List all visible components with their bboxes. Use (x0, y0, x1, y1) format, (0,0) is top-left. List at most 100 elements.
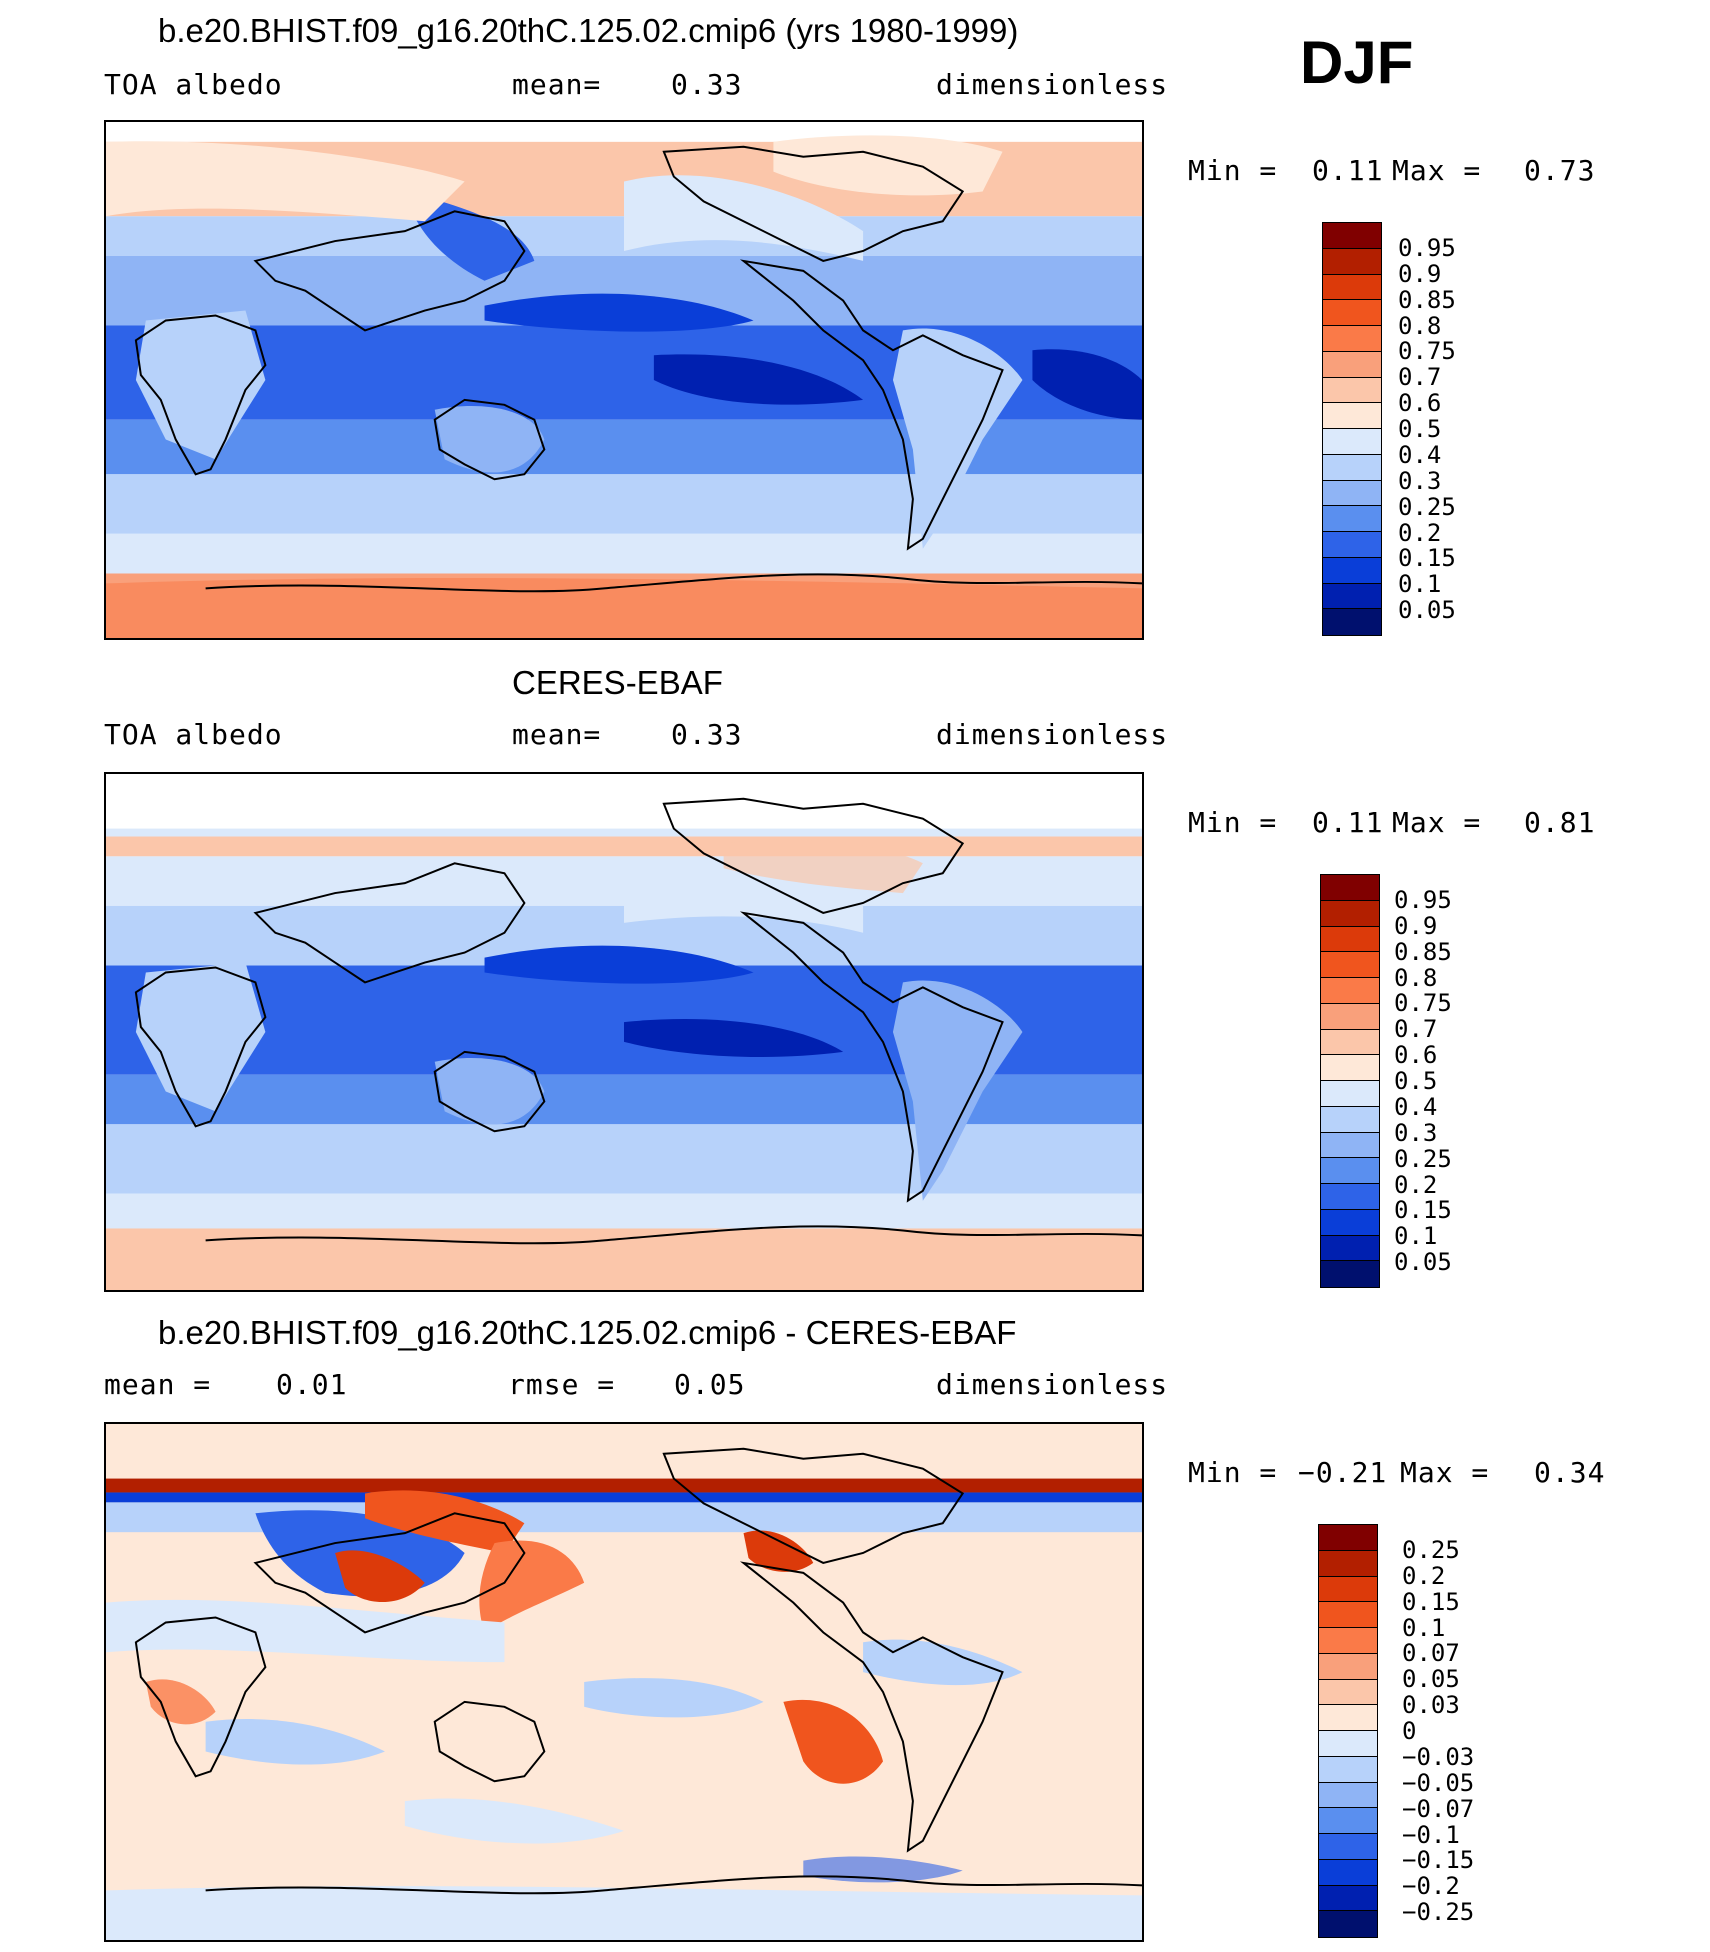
colorbar-tick-label: 0.9 (1394, 911, 1438, 940)
panel-1-title: b.e20.BHIST.f09_g16.20thC.125.02.cmip6 (… (158, 12, 1019, 49)
panel-1-mean-label: mean= (512, 68, 602, 101)
colorbar-tick-label: 0.05 (1398, 596, 1456, 625)
panel-1-variable-label: TOA albedo (104, 68, 283, 101)
colorbar-swatch (1321, 1261, 1379, 1287)
colorbar-swatch (1321, 1158, 1379, 1184)
colorbar-tick-label: 0.85 (1394, 937, 1452, 966)
panel-2-colorbar (1320, 874, 1380, 1288)
colorbar-swatch (1321, 1184, 1379, 1210)
colorbar-tick-label: 0.25 (1402, 1535, 1460, 1564)
colorbar-tick-label: 0.5 (1398, 415, 1442, 443)
panel-3-colorbar (1318, 1524, 1378, 1938)
colorbar-tick-label: 0.6 (1394, 1041, 1438, 1070)
panel-3-title: b.e20.BHIST.f09_g16.20thC.125.02.cmip6 -… (158, 1314, 1017, 1351)
colorbar-tick-label: 0.6 (1398, 389, 1442, 418)
panel-3-units-label: dimensionless (936, 1368, 1169, 1401)
colorbar-swatch (1319, 1808, 1377, 1834)
colorbar-swatch (1321, 875, 1379, 901)
panel-2-units-label: dimensionless (936, 718, 1169, 751)
panel-1-min-value: 0.11 (1312, 154, 1384, 187)
panel-3-mean-label: mean = (104, 1368, 212, 1401)
panel-3-mean-value: 0.01 (276, 1368, 348, 1401)
colorbar-swatch (1319, 1679, 1377, 1706)
colorbar-tick-label: 0.4 (1398, 440, 1442, 469)
colorbar-tick-label: −0.25 (1402, 1898, 1475, 1927)
colorbar-tick-label: 0 (1402, 1717, 1417, 1745)
panel-3-min-value: −0.21 (1298, 1456, 1388, 1489)
colorbar-swatch (1323, 480, 1381, 507)
colorbar-swatch (1319, 1756, 1377, 1783)
colorbar-swatch (1323, 403, 1381, 429)
panel-2-title: CERES-EBAF (512, 664, 723, 701)
colorbar-swatch (1323, 557, 1381, 584)
panel-1-map-graphic (106, 122, 1142, 638)
panel-1-mean-value: 0.33 (671, 68, 743, 101)
colorbar-swatch (1319, 1525, 1377, 1551)
colorbar-tick-label: 0.25 (1398, 492, 1456, 521)
panel-2-max-value: 0.81 (1524, 806, 1596, 839)
panel-2-min-label: Min = (1188, 806, 1278, 839)
colorbar-swatch (1319, 1705, 1377, 1731)
colorbar-swatch (1321, 1055, 1379, 1081)
colorbar-swatch (1323, 583, 1381, 610)
colorbar-tick-label: 0.95 (1394, 885, 1452, 914)
colorbar-swatch (1323, 351, 1381, 378)
colorbar-swatch (1319, 1628, 1377, 1654)
colorbar-swatch (1321, 978, 1379, 1004)
colorbar-tick-label: 0.1 (1402, 1613, 1446, 1642)
colorbar-tick-label: 0.15 (1394, 1196, 1452, 1225)
colorbar-swatch (1323, 609, 1381, 635)
colorbar-tick-label: 0.15 (1402, 1587, 1460, 1616)
colorbar-tick-label: −0.2 (1402, 1872, 1460, 1901)
colorbar-swatch (1319, 1859, 1377, 1886)
colorbar-swatch (1321, 1132, 1379, 1159)
panel-3-map (104, 1422, 1144, 1942)
colorbar-tick-label: −0.15 (1402, 1846, 1475, 1875)
colorbar-swatch (1319, 1602, 1377, 1628)
panel-1-units-label: dimensionless (936, 68, 1169, 101)
panel-1-max-label: Max = (1392, 154, 1482, 187)
colorbar-tick-label: 0.9 (1398, 259, 1442, 288)
colorbar-tick-label: −0.07 (1402, 1794, 1475, 1823)
panel-2-map-graphic (106, 774, 1142, 1290)
panel-2-variable-label: TOA albedo (104, 718, 283, 751)
panel-2-map (104, 772, 1144, 1292)
colorbar-tick-label: 0.7 (1398, 363, 1442, 392)
colorbar-swatch (1323, 326, 1381, 352)
colorbar-swatch (1323, 300, 1381, 326)
colorbar-tick-label: 0.2 (1398, 518, 1442, 547)
colorbar-swatch (1321, 1081, 1379, 1107)
panel-3-rmse-value: 0.05 (674, 1368, 746, 1401)
colorbar-swatch (1323, 429, 1381, 455)
colorbar-tick-label: 0.3 (1398, 466, 1442, 495)
colorbar-tick-label: 0.8 (1394, 963, 1438, 992)
colorbar-swatch (1323, 377, 1381, 404)
panel-2-max-label: Max = (1392, 806, 1482, 839)
colorbar-swatch (1321, 926, 1379, 953)
colorbar-tick-label: 0.95 (1398, 233, 1456, 262)
colorbar-tick-label: 0.4 (1394, 1092, 1438, 1121)
colorbar-swatch (1319, 1576, 1377, 1603)
colorbar-tick-label: 0.05 (1402, 1665, 1460, 1694)
colorbar-swatch (1323, 532, 1381, 558)
colorbar-tick-label: 0.03 (1402, 1691, 1460, 1720)
colorbar-swatch (1321, 1003, 1379, 1030)
panel-3-min-label: Min = (1188, 1456, 1278, 1489)
colorbar-tick-label: 0.3 (1394, 1118, 1438, 1147)
colorbar-swatch (1321, 1209, 1379, 1236)
colorbar-swatch (1321, 1235, 1379, 1262)
colorbar-swatch (1321, 900, 1379, 927)
colorbar-swatch (1323, 274, 1381, 301)
colorbar-tick-label: 0.7 (1394, 1015, 1438, 1044)
panel-1-map (104, 120, 1144, 640)
colorbar-tick-label: 0.05 (1394, 1248, 1452, 1277)
colorbar-tick-label: 0.1 (1394, 1222, 1438, 1251)
colorbar-tick-label: −0.03 (1402, 1742, 1475, 1771)
colorbar-swatch (1319, 1911, 1377, 1937)
colorbar-tick-label: 0.1 (1398, 570, 1442, 599)
colorbar-swatch (1323, 223, 1381, 249)
panel-2-mean-value: 0.33 (671, 718, 743, 751)
colorbar-swatch (1321, 1106, 1379, 1133)
panel-1-min-label: Min = (1188, 154, 1278, 187)
panel-1-max-value: 0.73 (1524, 154, 1596, 187)
